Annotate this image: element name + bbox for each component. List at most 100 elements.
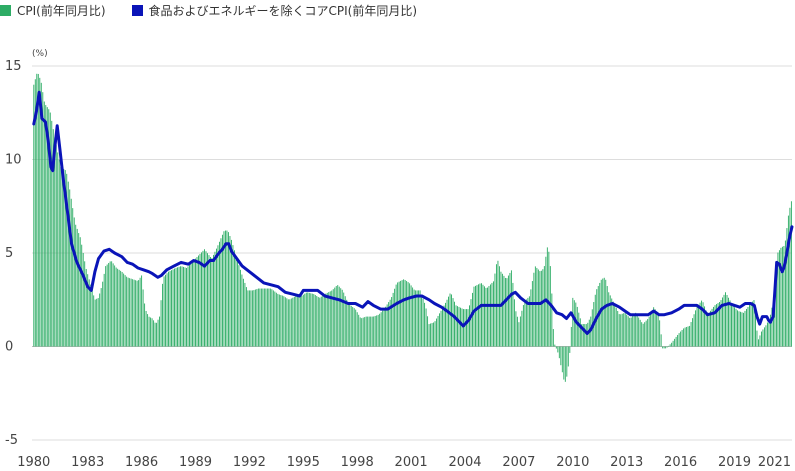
core-swatch-icon: [131, 4, 143, 16]
cpi-bar: [205, 251, 207, 347]
cpi-bar: [443, 305, 445, 347]
cpi-bar: [705, 310, 707, 347]
cpi-bar: [358, 314, 360, 347]
legend-item-cpi: CPI(前年同月比): [0, 2, 106, 19]
cpi-bar: [94, 299, 96, 347]
cpi-bar: [648, 316, 650, 347]
cpi-bar: [293, 296, 295, 347]
cpi-bar: [235, 255, 237, 347]
cpi-bar: [763, 327, 765, 347]
cpi-bar: [55, 145, 57, 347]
cpi-bar: [570, 326, 572, 347]
cpi-bar: [382, 310, 384, 347]
cpi-bar: [96, 298, 98, 347]
cpi-bar: [250, 290, 252, 347]
y-tick-label: 15: [5, 59, 22, 74]
cpi-bar: [97, 298, 99, 347]
x-tick-label: 1986: [125, 455, 158, 470]
cpi-bar: [527, 297, 529, 347]
cpi-bar: [656, 311, 658, 347]
cpi-bar: [609, 295, 611, 347]
cpi-bar: [573, 300, 575, 347]
cpi-bar: [467, 309, 469, 347]
cpi-bar: [639, 319, 641, 347]
cpi-bar: [617, 310, 619, 347]
cpi-bar: [750, 303, 752, 347]
cpi-bar: [344, 296, 346, 347]
cpi-bar: [647, 319, 649, 347]
cpi-bar: [66, 173, 68, 347]
cpi-bar: [707, 314, 709, 347]
cpi-bar: [144, 303, 146, 347]
cpi-bar: [217, 245, 219, 347]
cpi-bar: [671, 342, 673, 347]
cpi-bar: [123, 273, 125, 347]
cpi-bar: [320, 296, 322, 347]
cpi-bar: [722, 297, 723, 347]
cpi-bar: [33, 84, 35, 347]
cpi-bar: [439, 313, 441, 347]
cpi-bar: [720, 300, 722, 347]
cpi-bar: [115, 267, 117, 347]
cpi-bar: [484, 286, 485, 347]
cpi-bar: [196, 257, 198, 347]
x-tick-label: 1992: [233, 455, 266, 470]
cpi-bar: [728, 297, 729, 347]
cpi-bar: [726, 294, 728, 347]
cpi-bar: [319, 297, 321, 347]
cpi-bar: [202, 250, 204, 347]
cpi-bar: [85, 268, 87, 347]
cpi-bar: [582, 324, 584, 347]
cpi-bar: [578, 312, 580, 347]
cpi-bar: [370, 316, 372, 347]
cpi-bar: [124, 275, 126, 347]
cpi-bar: [515, 311, 517, 347]
cpi-bar: [295, 296, 297, 347]
cpi-bar: [400, 280, 402, 347]
cpi-bar: [452, 298, 454, 347]
cpi-bar: [103, 273, 105, 347]
cpi-bar: [215, 248, 217, 347]
cpi-bar: [762, 329, 764, 347]
cpi-bar: [314, 294, 316, 347]
cpi-bar: [160, 300, 162, 347]
cpi-bar: [421, 294, 423, 347]
cpi-bar: [690, 322, 692, 347]
cpi-bar: [759, 335, 761, 347]
cpi-bar: [171, 270, 173, 347]
cpi-bar: [769, 314, 771, 347]
cpi-bar: [735, 308, 737, 347]
cpi-bar: [771, 307, 773, 347]
cpi-bar: [500, 271, 502, 347]
cpi-bar: [79, 237, 81, 347]
cpi-bar: [78, 233, 80, 347]
cpi-bar: [262, 288, 264, 347]
cpi-bar: [287, 299, 289, 347]
cpi-bar: [672, 340, 674, 347]
cpi-bar: [325, 293, 327, 347]
cpi-bar: [729, 300, 731, 347]
y-axis: 15 10 5 0 -5: [5, 59, 22, 448]
cpi-bar: [260, 288, 262, 347]
cpi-bar: [645, 320, 647, 347]
cpi-bar: [522, 305, 524, 347]
x-tick-label: 2021: [758, 455, 791, 470]
cpi-bar: [397, 282, 399, 347]
cpi-bar: [229, 236, 231, 347]
cpi-bar: [584, 324, 586, 347]
x-tick-label: 2010: [556, 455, 589, 470]
cpi-bar: [488, 286, 490, 347]
legend: CPI(前年同月比) 食品およびエネルギーを除くコアCPI(前年同月比): [0, 0, 443, 20]
cpi-bar: [422, 298, 424, 347]
cpi-bar: [58, 159, 60, 347]
cpi-bar: [491, 282, 493, 347]
cpi-bar: [208, 255, 210, 347]
cpi-bar: [299, 296, 301, 347]
x-axis: 1980 1983 1986 1989 1992 1995 1998 2001 2004 2007…: [17, 455, 791, 470]
cpi-bar: [253, 290, 255, 347]
cpi-bar: [172, 269, 174, 347]
cpi-bar: [163, 276, 165, 347]
cpi-bar: [69, 189, 71, 347]
cpi-bar: [313, 294, 315, 347]
cpi-bar: [256, 289, 258, 347]
